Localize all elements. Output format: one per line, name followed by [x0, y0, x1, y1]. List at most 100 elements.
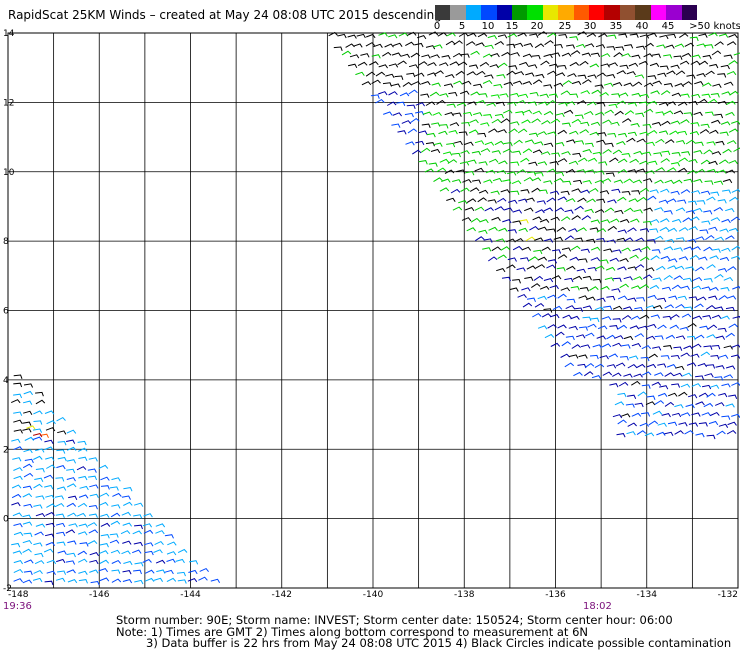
wind-barb: [539, 93, 549, 98]
wind-barb: [584, 362, 595, 368]
wind-barb: [589, 63, 600, 68]
wind-barb: [690, 60, 701, 65]
wind-barb: [691, 246, 701, 251]
wind-barb: [478, 161, 488, 166]
wind-barb: [143, 513, 153, 518]
wind-barb: [634, 306, 644, 312]
wind-barb: [400, 53, 411, 58]
wind-barb: [658, 130, 669, 135]
wind-barb: [421, 80, 431, 86]
wind-barb: [555, 171, 565, 177]
wind-barb: [521, 246, 532, 251]
wind-barb: [609, 325, 619, 330]
wind-barb: [516, 99, 526, 105]
wind-barb: [595, 170, 605, 175]
wind-barb: [422, 111, 433, 116]
wind-barb: [438, 130, 448, 135]
wind-barb: [594, 306, 605, 311]
wind-barb: [700, 123, 710, 129]
wind-barb: [78, 579, 88, 584]
wind-barb: [494, 113, 504, 119]
wind-barb: [445, 40, 456, 46]
wind-barb: [666, 363, 677, 369]
wind-barb: [621, 190, 631, 196]
wind-barb: [679, 326, 689, 332]
wind-barb: [99, 577, 110, 582]
wind-barb: [600, 219, 611, 224]
wind-barb: [731, 382, 740, 387]
wind-barb: [449, 61, 460, 66]
wind-barb: [515, 111, 525, 116]
wind-barb: [519, 61, 529, 67]
wind-barb: [682, 277, 693, 283]
wind-barb: [617, 158, 628, 164]
wind-barb: [142, 523, 153, 528]
wind-barb: [467, 101, 477, 106]
wind-barb: [603, 305, 613, 311]
wind-barb: [646, 239, 656, 244]
wind-barb: [34, 552, 44, 558]
wind-barb: [710, 191, 720, 196]
wind-barb: [643, 108, 654, 114]
wind-barb: [55, 577, 66, 582]
y-tick-label: 0: [3, 515, 9, 525]
wind-barb: [573, 179, 583, 185]
wind-barb: [89, 484, 99, 489]
wind-barb: [717, 199, 727, 204]
wind-barb: [650, 314, 661, 319]
wind-barb: [560, 190, 570, 196]
wind-barb: [627, 102, 638, 107]
wind-barb: [460, 53, 470, 58]
wind-barb: [619, 283, 629, 289]
wind-barb: [723, 345, 733, 350]
wind-barb: [601, 178, 612, 183]
wind-barb: [522, 302, 533, 308]
wind-barb: [23, 570, 33, 576]
wind-barb: [520, 189, 530, 194]
wind-barb: [100, 513, 110, 518]
wind-barb: [44, 410, 55, 415]
wind-barb: [35, 495, 45, 500]
wind-barb: [654, 400, 665, 405]
wind-barb: [688, 159, 698, 164]
wind-barb: [77, 447, 88, 452]
wind-barb: [661, 413, 671, 418]
wind-barb: [46, 420, 56, 425]
wind-barb: [681, 313, 692, 318]
wind-barb: [694, 334, 705, 340]
wind-barb: [688, 100, 698, 106]
wind-barb: [655, 167, 665, 172]
scale-unit-label: >50 knots: [689, 21, 740, 32]
wind-barb: [728, 159, 738, 165]
y-tick-label: 8: [3, 237, 9, 247]
wind-barb: [32, 577, 43, 583]
wind-barb: [617, 295, 628, 300]
wind-barb: [721, 218, 731, 224]
wind-barb: [345, 43, 355, 48]
wind-barb: [123, 501, 133, 506]
wind-barb: [618, 381, 629, 387]
wind-barb: [512, 220, 522, 225]
wind-barb: [11, 484, 22, 489]
wind-barb: [578, 157, 588, 163]
wind-barb: [87, 522, 98, 527]
wind-barb: [510, 161, 520, 166]
wind-barb: [444, 112, 454, 117]
wind-barb: [421, 54, 431, 59]
wind-barb: [46, 559, 57, 565]
wind-barb: [35, 513, 46, 518]
wind-barb: [607, 34, 617, 39]
wind-barb: [648, 420, 659, 426]
wind-barb: [44, 580, 54, 586]
wind-barb: [561, 216, 571, 222]
x-tick-label: -138: [454, 590, 475, 600]
wind-barb: [610, 121, 620, 127]
wind-barb: [677, 295, 688, 301]
wind-barb: [371, 54, 381, 59]
wind-barb: [67, 512, 77, 517]
wind-barb: [401, 120, 412, 125]
wind-barb: [503, 207, 513, 212]
wind-barb: [660, 355, 670, 360]
wind-barb: [670, 64, 680, 69]
wind-barb: [452, 206, 463, 211]
